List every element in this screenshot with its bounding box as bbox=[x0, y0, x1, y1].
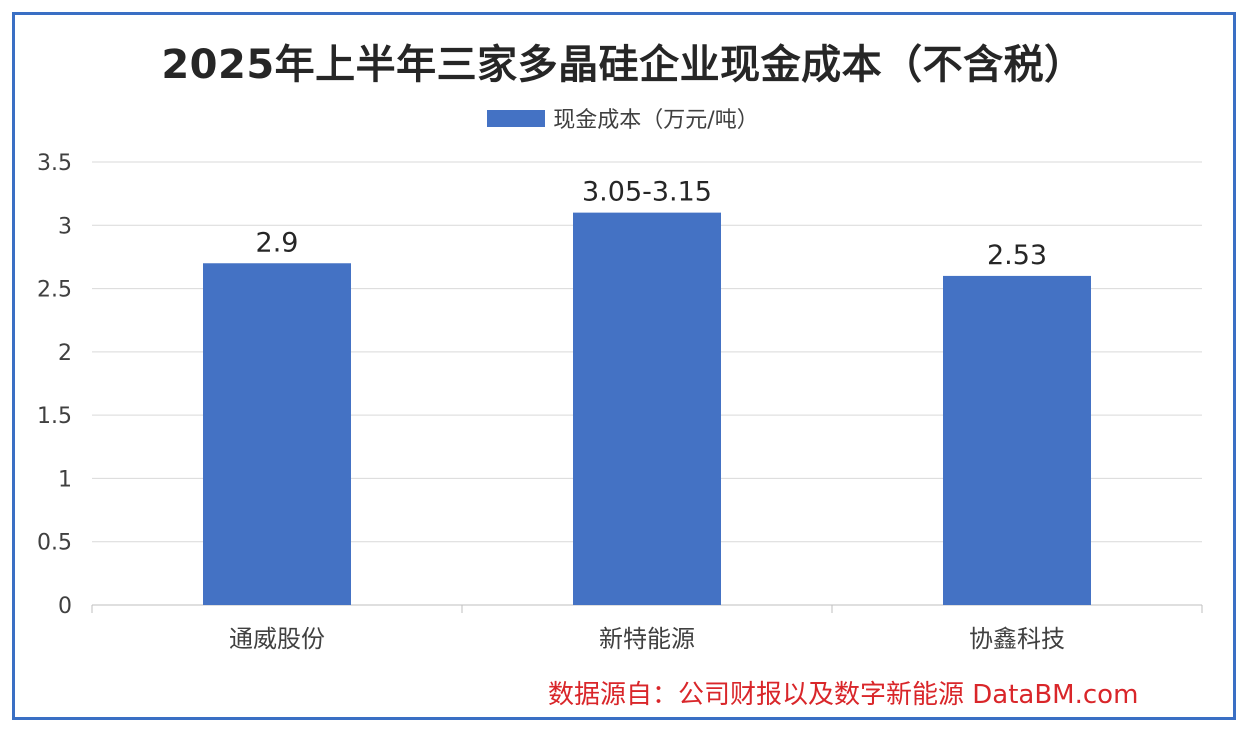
data-label: 3.05-3.15 bbox=[582, 177, 712, 208]
source-note: 数据源自：公司财报以及数字新能源 DataBM.com bbox=[548, 680, 1139, 710]
y-tick-label: 0 bbox=[58, 594, 72, 619]
chart-title: 2025年上半年三家多晶硅企业现金成本（不含税） bbox=[161, 42, 1085, 88]
data-label: 2.9 bbox=[256, 227, 299, 258]
x-category-label: 协鑫科技 bbox=[969, 625, 1065, 653]
x-category-label: 通威股份 bbox=[229, 625, 325, 653]
y-tick-label: 1.5 bbox=[37, 404, 72, 429]
y-tick-label: 0.5 bbox=[37, 531, 72, 556]
legend-label: 现金成本（万元/吨） bbox=[553, 108, 759, 133]
y-tick-label: 3.5 bbox=[37, 151, 72, 176]
data-label: 2.53 bbox=[987, 240, 1047, 271]
bar bbox=[203, 263, 351, 605]
bar bbox=[943, 275, 1091, 605]
bar bbox=[573, 212, 721, 605]
y-tick-label: 2.5 bbox=[37, 278, 72, 303]
legend-swatch bbox=[487, 109, 546, 127]
legend: 现金成本（万元/吨） bbox=[0, 102, 1246, 134]
y-tick-label: 2 bbox=[58, 341, 72, 366]
x-category-label: 新特能源 bbox=[599, 625, 695, 653]
y-tick-label: 1 bbox=[58, 467, 72, 492]
y-tick-label: 3 bbox=[58, 214, 72, 239]
